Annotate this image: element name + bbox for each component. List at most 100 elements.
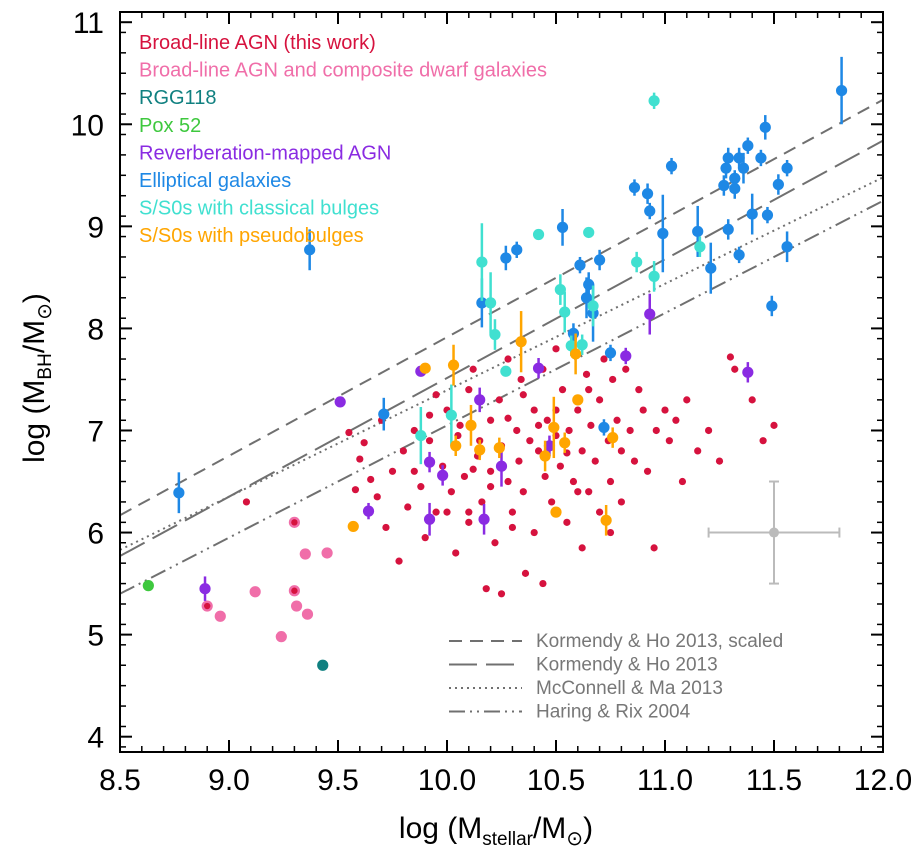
- data-point: [487, 416, 495, 424]
- data-point: [761, 209, 774, 221]
- data-point: [489, 328, 501, 341]
- data-point: [591, 457, 599, 465]
- data-point: [423, 456, 436, 468]
- typical-error-bar: [707, 480, 841, 585]
- y-tick-label: 7: [87, 415, 104, 448]
- data-point: [548, 498, 556, 506]
- data-point: [419, 362, 431, 374]
- data-point: [705, 262, 717, 274]
- data-point: [729, 182, 741, 195]
- data-point: [772, 178, 784, 191]
- data-point: [214, 610, 226, 622]
- legend-item-reverberation-mapped-agn: Reverberation-mapped AGN: [139, 142, 391, 164]
- data-point: [737, 162, 750, 174]
- data-point: [565, 426, 573, 435]
- legend-item-rgg118: RGG118: [139, 87, 216, 109]
- data-point: [731, 365, 739, 373]
- data-point: [576, 339, 588, 351]
- data-point: [360, 439, 368, 447]
- data-point: [604, 347, 617, 359]
- data-point: [720, 162, 732, 174]
- series-broad-line-agn-and-composite-dwarf-galaxies: [201, 516, 333, 643]
- data-point: [487, 483, 495, 491]
- data-point: [199, 583, 211, 595]
- data-point: [521, 569, 530, 577]
- data-point: [465, 386, 473, 394]
- x-tick-label: 11.0: [637, 764, 693, 797]
- data-point: [606, 528, 615, 537]
- axis-ticks: [119, 11, 884, 752]
- data-point: [532, 228, 545, 241]
- x-tick-label: 9.5: [317, 764, 359, 797]
- y-tick-label: 5: [87, 620, 104, 653]
- data-point: [373, 493, 381, 501]
- data-point: [596, 396, 604, 404]
- legend: Broad-line AGN (this work) Broad-line AGN…: [139, 32, 547, 247]
- data-point: [835, 84, 848, 97]
- data-point: [495, 460, 508, 472]
- data-point: [574, 259, 586, 271]
- data-point: [598, 421, 610, 434]
- data-point: [395, 557, 403, 565]
- data-point: [661, 406, 669, 414]
- data-point: [606, 477, 615, 486]
- data-point: [770, 421, 778, 429]
- x-tick-label: 8.5: [99, 764, 141, 797]
- data-point-center: [204, 602, 211, 610]
- data-point: [556, 462, 564, 470]
- data-point: [334, 396, 346, 408]
- data-point: [587, 421, 595, 429]
- line-legend-label: Haring & Rix 2004: [536, 702, 691, 723]
- data-point: [432, 391, 440, 399]
- data-point: [766, 300, 778, 312]
- data-point: [582, 370, 591, 378]
- data-point: [532, 362, 545, 374]
- data-point: [729, 172, 741, 184]
- data-point: [425, 411, 434, 419]
- data-point: [301, 608, 314, 620]
- data-point: [317, 659, 329, 671]
- data-point: [347, 520, 359, 533]
- data-point: [694, 447, 702, 455]
- data-point: [497, 590, 506, 598]
- data-point: [345, 428, 353, 437]
- data-point: [351, 486, 360, 494]
- data-point: [482, 585, 490, 593]
- data-point: [142, 580, 154, 592]
- data-point: [580, 292, 593, 304]
- data-point: [415, 429, 427, 442]
- data-point: [665, 437, 673, 445]
- data-point: [648, 270, 660, 282]
- y-tick-label: 9: [87, 211, 104, 244]
- data-point: [465, 419, 477, 431]
- data-point: [643, 467, 652, 475]
- data-point: [587, 300, 599, 312]
- data-point: [585, 488, 593, 496]
- line-legend: Kormendy & Ho 2013, scaled Kormendy & Ho …: [449, 631, 783, 723]
- data-point: [574, 406, 582, 414]
- y-tick-label: 11: [73, 7, 104, 40]
- data-point: [321, 547, 333, 559]
- y-tick-label: 4: [87, 722, 104, 755]
- data-point: [485, 297, 497, 309]
- data-point: [513, 426, 521, 435]
- data-point: [755, 152, 767, 164]
- data-point: [504, 477, 512, 486]
- data-point: [648, 95, 660, 107]
- data-point: [558, 386, 567, 394]
- data-point: [421, 534, 429, 542]
- data-point: [556, 221, 569, 233]
- data-point: [460, 472, 469, 481]
- data-point: [500, 252, 512, 264]
- data-point: [515, 336, 527, 348]
- data-point: [644, 205, 656, 217]
- data-point: [452, 549, 460, 557]
- data-point: [504, 355, 512, 363]
- data-point: [552, 345, 560, 353]
- series-reverberation-mapped-agn: [199, 293, 754, 601]
- x-tick-label: 11.5: [746, 764, 802, 797]
- data-point: [450, 440, 462, 452]
- data-point: [705, 426, 713, 435]
- data-point: [548, 421, 560, 434]
